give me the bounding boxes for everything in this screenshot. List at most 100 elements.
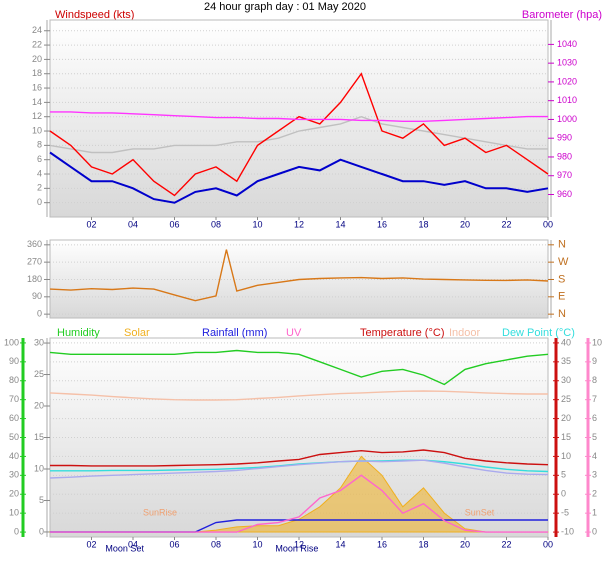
y4-tick-label: 4 (592, 451, 597, 461)
y-tick-label: 10 (9, 508, 19, 518)
y-tick-label: 8 (37, 140, 42, 150)
series-line (49, 349, 549, 386)
y-tick-label: 18 (32, 68, 42, 78)
annotation: Moon Rise (275, 543, 318, 553)
y4-tick-label: 6 (592, 413, 597, 423)
series-line (49, 459, 549, 479)
y2-tick-label: 35 (561, 356, 571, 366)
y-tick-label: 80 (9, 375, 19, 385)
legend-entry: Rainfall (mm) (202, 327, 267, 339)
x-tick-label: 22 (501, 539, 511, 549)
y4-tick-label: 2 (592, 489, 597, 499)
x-tick-label: 02 (86, 539, 96, 549)
y2-tick-label: N (558, 239, 566, 251)
y3-tick-label: 20 (34, 400, 44, 410)
y2-tick-label: 0 (561, 489, 566, 499)
y-tick-label: 0 (37, 197, 42, 207)
annotation: SunRise (143, 507, 177, 517)
x-tick-label: 06 (169, 219, 179, 229)
y2-tick-label: 1000 (557, 114, 577, 124)
y3-tick-label: 15 (34, 432, 44, 442)
y2-tick-label: 1020 (557, 76, 577, 86)
x-tick-label: 12 (294, 539, 304, 549)
legend-entry: Indoor (449, 327, 481, 339)
x-tick-label: 16 (377, 539, 387, 549)
y2-tick-label: 960 (557, 189, 572, 199)
y-tick-label: 24 (32, 25, 42, 35)
y2-tick-label: 1040 (557, 39, 577, 49)
y-tick-label: 90 (32, 291, 42, 301)
x-tick-label: 00 (543, 539, 553, 549)
x-tick-label: 10 (252, 219, 262, 229)
y4-tick-label: 9 (592, 356, 597, 366)
x-tick-label: 06 (169, 539, 179, 549)
y3-tick-label: 25 (34, 369, 44, 379)
y2-tick-label: E (558, 291, 565, 303)
y2-tick-label: 990 (557, 133, 572, 143)
y2-tick-label: 15 (561, 432, 571, 442)
x-tick-label: 18 (418, 539, 428, 549)
y2-tick-label: W (558, 256, 569, 268)
y3-tick-label: 5 (39, 495, 44, 505)
legend-entry: Humidity (57, 327, 100, 339)
y-tick-label: 90 (9, 356, 19, 366)
y2-tick-label: 980 (557, 151, 572, 161)
y-tick-label: 360 (27, 239, 42, 249)
y-tick-label: 16 (32, 82, 42, 92)
y2-tick-label: 30 (561, 375, 571, 385)
y4-tick-label: 5 (592, 432, 597, 442)
y2-tick-label: -5 (561, 508, 569, 518)
y-tick-label: 70 (9, 394, 19, 404)
y-axis-label: Windspeed (kts) (55, 9, 134, 21)
series-line (50, 449, 549, 467)
x-tick-label: 04 (128, 219, 138, 229)
y-tick-label: 0 (14, 526, 19, 536)
y-tick-label: 10 (32, 125, 42, 135)
y3-tick-label: 30 (34, 337, 44, 347)
y-tick-label: 40 (9, 451, 19, 461)
x-tick-label: 08 (211, 539, 221, 549)
y-tick-label: 30 (9, 470, 19, 480)
annotation: Moon Set (105, 543, 144, 553)
y-tick-label: 22 (32, 39, 42, 49)
series-line (50, 111, 548, 122)
plot-area (49, 19, 549, 218)
y4-tick-label: 7 (592, 394, 597, 404)
x-tick-label: 18 (418, 219, 428, 229)
x-tick-label: 20 (460, 539, 470, 549)
series-line (49, 390, 548, 401)
y2-tick-label: N (558, 308, 566, 320)
y-tick-label: 270 (27, 257, 42, 267)
y4-tick-label: 10 (592, 337, 602, 347)
y2-axis-label: Barometer (hpa) (522, 9, 602, 21)
y4-tick-label: 8 (592, 375, 597, 385)
x-tick-label: 14 (335, 539, 345, 549)
series-line (49, 249, 549, 302)
y2-tick-label: 10 (561, 451, 571, 461)
y2-tick-label: 5 (561, 470, 566, 480)
y-tick-label: 0 (37, 309, 42, 319)
y2-tick-label: 970 (557, 170, 572, 180)
chart-title: 24 hour graph day : 01 May 2020 (204, 1, 366, 13)
x-tick-label: 14 (335, 219, 345, 229)
x-tick-label: 04 (128, 539, 138, 549)
y-tick-label: 4 (37, 168, 42, 178)
y-tick-label: 50 (9, 432, 19, 442)
y3-tick-label: 0 (39, 526, 44, 536)
x-tick-label: 16 (377, 219, 387, 229)
y2-tick-label: 20 (561, 413, 571, 423)
y-tick-label: 6 (37, 154, 42, 164)
series-line (49, 151, 549, 204)
y4-tick-label: 3 (592, 470, 597, 480)
y-tick-label: 2 (37, 183, 42, 193)
y-tick-label: 12 (32, 111, 42, 121)
x-tick-label: 22 (501, 219, 511, 229)
series-line (49, 72, 549, 197)
y2-tick-label: 1010 (557, 95, 577, 105)
x-tick-label: 08 (211, 219, 221, 229)
y-tick-label: 100 (4, 337, 19, 347)
y4-tick-label: 1 (592, 508, 597, 518)
x-tick-label: 10 (252, 539, 262, 549)
x-tick-label: 20 (460, 219, 470, 229)
